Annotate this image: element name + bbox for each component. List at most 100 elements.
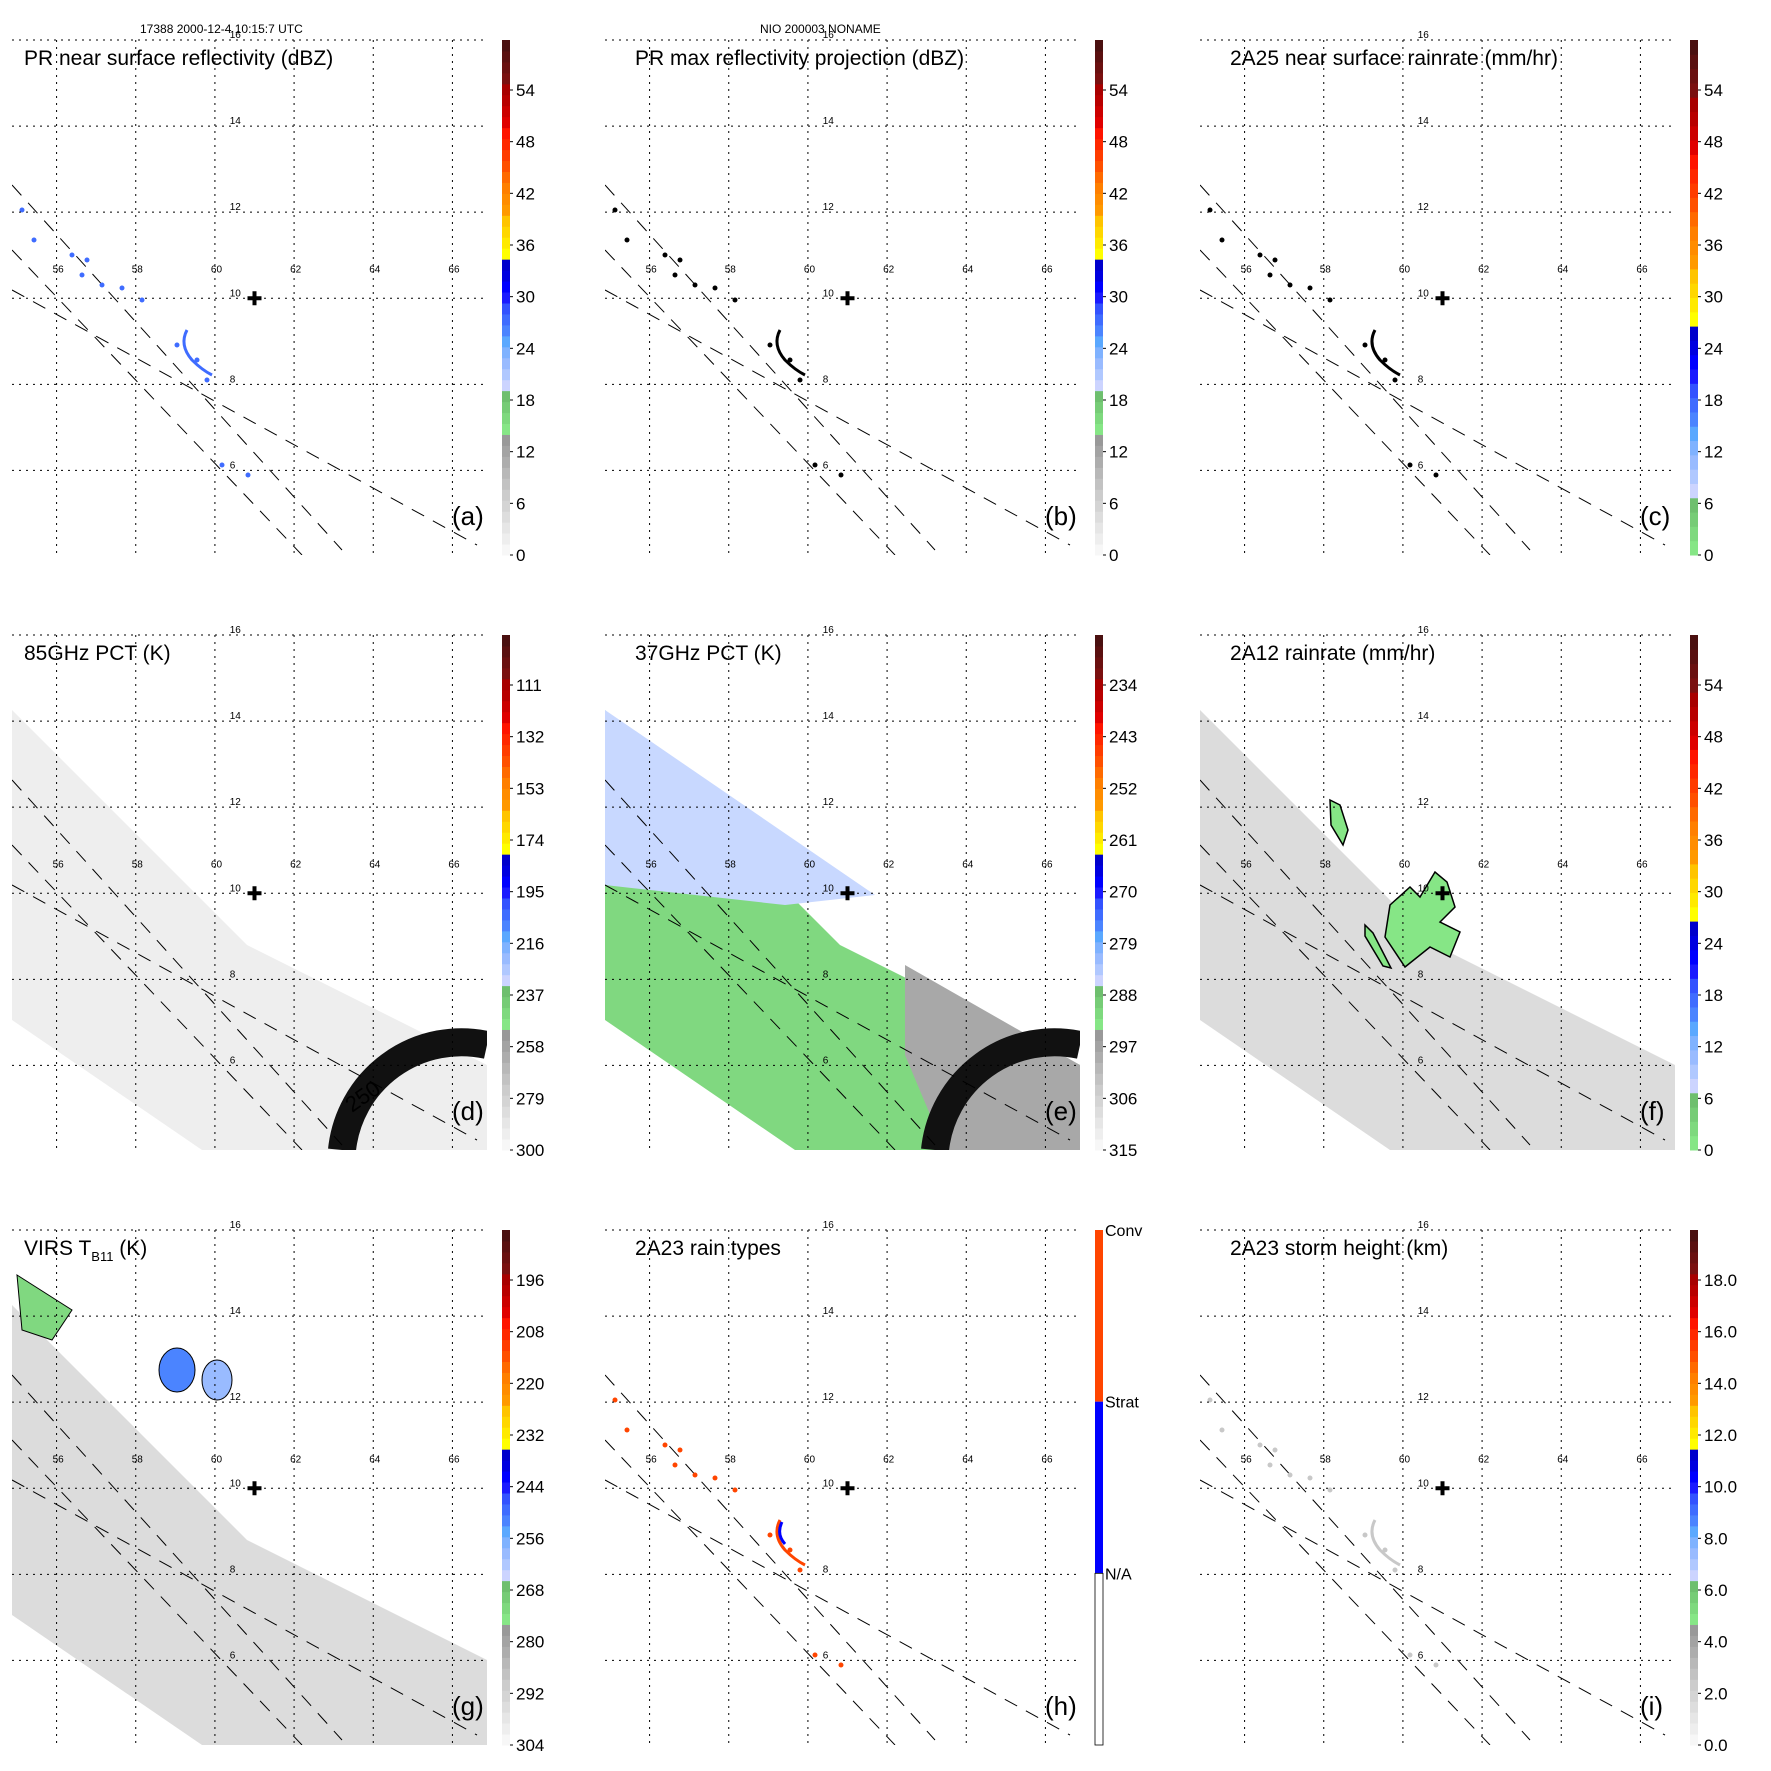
colorbar-swatch (1095, 105, 1103, 118)
lon-tick-label: 58 (725, 1454, 737, 1465)
colorbar-swatch (1690, 1613, 1698, 1625)
colorbar-swatch (1690, 297, 1698, 313)
lat-tick-label: 6 (230, 460, 236, 471)
colorbar-swatch (502, 1536, 510, 1549)
rain-cell (1307, 285, 1313, 291)
colorbar-swatch (502, 1438, 510, 1450)
lon-tick-label: 64 (369, 1454, 381, 1465)
colorbar-swatch (1095, 1062, 1103, 1074)
storm-center-marker (1435, 1481, 1450, 1496)
rain-cell (662, 1442, 668, 1448)
lon-tick-label: 62 (1478, 1454, 1490, 1465)
colorbar-swatch (502, 401, 510, 414)
colorbar-tick-label: 196 (516, 1271, 544, 1290)
colorbar-swatch (502, 94, 510, 107)
colorbar-swatch (502, 1084, 510, 1096)
colorbar-swatch (502, 996, 510, 1009)
lat-tick-label: 16 (823, 30, 835, 41)
colorbar-swatch (502, 766, 510, 778)
rain-area (1364, 923, 1393, 970)
colorbar-swatch (1690, 82, 1698, 98)
lon-tick-label: 60 (1399, 859, 1411, 870)
swath-boundary (1200, 184, 1531, 551)
colorbar-swatch (1690, 240, 1698, 256)
colorbar-swatch (1690, 1262, 1698, 1275)
colorbar-swatch (502, 1624, 510, 1636)
lat-tick-label: 12 (823, 1392, 835, 1403)
swath-boundary (12, 779, 343, 1146)
colorbar-swatch (502, 50, 510, 63)
lon-tick-label: 66 (1041, 264, 1053, 275)
colorbar-swatch (1690, 1701, 1698, 1713)
colorbar-tick-label: 30 (1704, 883, 1723, 902)
lat-tick-label: 14 (1418, 1306, 1430, 1317)
colorbar-tick-label: 2.0 (1704, 1684, 1728, 1703)
swath-boundary (605, 1374, 936, 1741)
colorbar-tick-label: 268 (516, 1581, 544, 1600)
lon-tick-label: 64 (369, 264, 381, 275)
lon-tick-label: 60 (211, 859, 223, 870)
colorbar-swatch (1690, 1021, 1698, 1037)
colorbar-swatch (1095, 346, 1103, 359)
colorbar-tick-label: 315 (1109, 1141, 1137, 1160)
rain-cell (1433, 1662, 1439, 1668)
rain-cell (1407, 462, 1413, 468)
plot-content (605, 1374, 1071, 1745)
colorbar-swatch (1690, 54, 1698, 70)
colorbar-swatch (1690, 225, 1698, 241)
colorbar-segment-conv (1095, 1230, 1103, 1402)
lat-tick-label: 16 (230, 30, 242, 41)
lat-tick-label: 14 (1418, 711, 1430, 722)
colorbar: 54 48 42 36 30 24 18 12 6 0 (1095, 40, 1128, 565)
colorbar-swatch (1690, 1646, 1698, 1658)
colorbar-swatch (502, 1230, 510, 1242)
lat-tick-label: 8 (230, 374, 236, 385)
colorbar-tick-label: 48 (1704, 728, 1723, 747)
colorbar-swatch (1095, 744, 1103, 757)
colorbar-swatch (502, 1029, 510, 1041)
lat-tick-label: 12 (230, 1392, 242, 1403)
lat-tick-label: 6 (823, 1650, 829, 1661)
lat-tick-label: 8 (823, 374, 829, 385)
swath-area (12, 1305, 487, 1745)
plot-content (12, 1274, 487, 1745)
lat-tick-label: 12 (823, 797, 835, 808)
colorbar-swatch (1095, 865, 1103, 877)
colorbar-swatch (1095, 919, 1103, 932)
cold-cloud-cluster (201, 1359, 233, 1401)
plot-content: 250 (12, 710, 487, 1150)
lon-tick-label: 62 (1478, 264, 1490, 275)
colorbar-swatch (502, 61, 510, 74)
colorbar-swatch (502, 138, 510, 151)
colorbar-swatch (1690, 1624, 1698, 1636)
colorbar-swatch (502, 1117, 510, 1129)
plot-content (1200, 184, 1666, 555)
rain-cell (712, 285, 718, 291)
colorbar-swatch (1095, 335, 1103, 348)
colorbar-swatch (1095, 635, 1103, 647)
colorbar-swatch (502, 72, 510, 85)
rain-cell (1219, 237, 1225, 243)
colorbar-swatch (1690, 1679, 1698, 1691)
colorbar-swatch (502, 1723, 510, 1735)
rain-cell (1267, 272, 1273, 278)
colorbar-swatch (502, 127, 510, 140)
colorbar-swatch (1690, 540, 1698, 556)
colorbar-swatch (1095, 544, 1103, 556)
colorbar-swatch (502, 843, 510, 855)
colorbar-tick-label: 279 (516, 1089, 544, 1108)
lat-tick-label: 14 (230, 1306, 242, 1317)
lat-tick-label: 10 (1418, 288, 1430, 299)
lat-tick-label: 12 (1418, 202, 1430, 213)
colorbar-swatch (1095, 72, 1103, 85)
panel-title: VIRS TB11 (K) (24, 1237, 147, 1264)
colorbar-swatch (1690, 749, 1698, 765)
colorbar-swatch (502, 544, 510, 556)
colorbar-swatch (502, 1251, 510, 1264)
colorbar-tick-label: 54 (1109, 81, 1128, 100)
storm-center-marker (247, 291, 262, 306)
lon-tick-label: 62 (290, 859, 302, 870)
lat-tick-label: 14 (823, 116, 835, 127)
colorbar-swatch (1095, 50, 1103, 63)
colorbar-tick-label: 0 (1704, 546, 1713, 565)
